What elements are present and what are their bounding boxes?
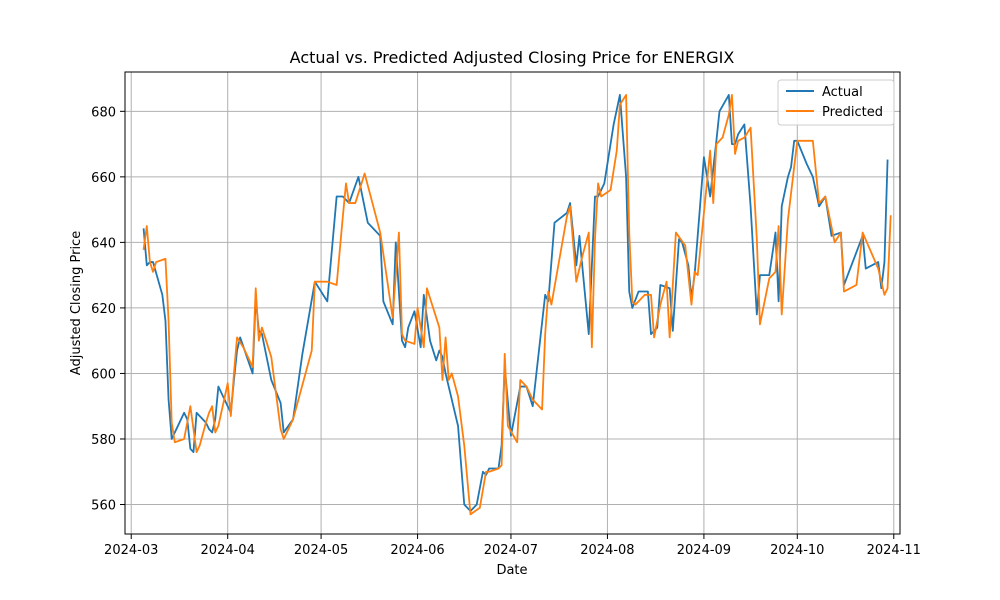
y-tick-label: 640 — [91, 236, 116, 251]
legend-label-actual: Actual — [822, 85, 863, 100]
y-tick-label: 660 — [91, 171, 116, 186]
x-tick-label: 2024-06 — [390, 543, 444, 558]
x-tick-label: 2024-09 — [677, 543, 731, 558]
grid-lines — [125, 72, 900, 534]
y-tick-label: 600 — [91, 367, 116, 382]
legend-label-predicted: Predicted — [822, 105, 883, 120]
x-tick-label: 2024-08 — [580, 543, 634, 558]
y-tick-label: 580 — [91, 433, 116, 448]
x-tick-label: 2024-11 — [867, 543, 921, 558]
axes: 2024-03 2024-04 2024-05 2024-06 2024-07 2024-… — [91, 105, 921, 558]
series-line-predicted — [142, 94, 892, 516]
x-tick-label: 2024-10 — [770, 543, 824, 558]
series-line-actual — [142, 94, 889, 512]
x-tick-label: 2024-03 — [104, 543, 158, 558]
x-axis-label: Date — [496, 563, 527, 578]
x-tick-label: 2024-05 — [294, 543, 348, 558]
y-tick-label: 620 — [91, 302, 116, 317]
legend: Actual Predicted — [777, 79, 895, 126]
x-tick-label: 2024-07 — [484, 543, 538, 558]
chart-title: Actual vs. Predicted Adjusted Closing Pr… — [290, 48, 735, 67]
x-tick-label: 2024-04 — [201, 543, 255, 558]
y-tick-label: 560 — [91, 499, 116, 514]
plot-frame — [124, 71, 901, 535]
y-tick-label: 680 — [91, 105, 116, 120]
plot-series — [142, 94, 892, 516]
y-axis-label: Adjusted Closing Price — [69, 231, 84, 375]
